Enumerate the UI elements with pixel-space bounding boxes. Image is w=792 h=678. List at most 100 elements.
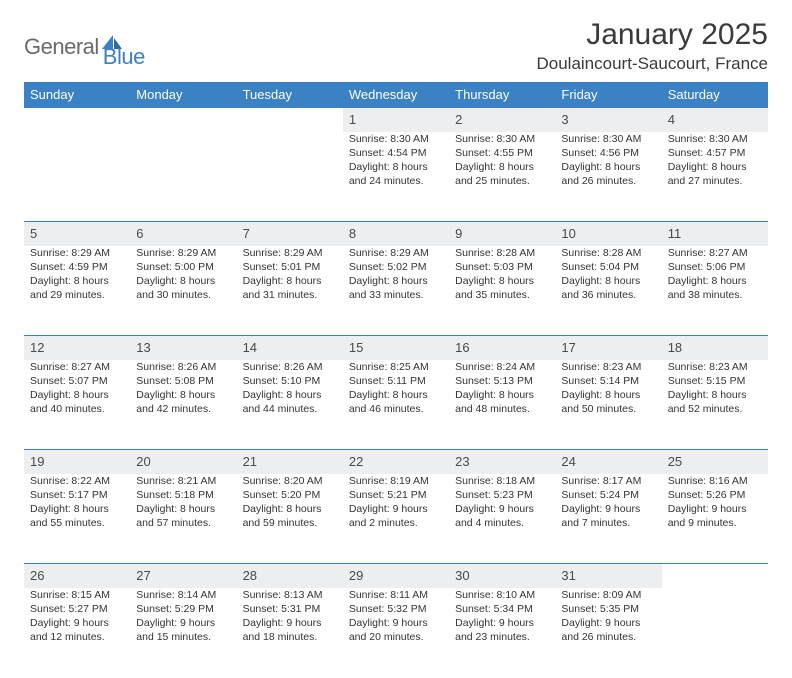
daylight-text: and 26 minutes.	[561, 630, 655, 644]
daylight-text: and 48 minutes.	[455, 402, 549, 416]
day-cell: Sunrise: 8:16 AMSunset: 5:26 PMDaylight:…	[662, 474, 768, 564]
week-row: Sunrise: 8:22 AMSunset: 5:17 PM Daylight:…	[24, 474, 768, 564]
daylight-text: Daylight: 8 hours	[561, 274, 655, 288]
sunset-text: Sunset: 5:31 PM	[243, 602, 337, 616]
day-cell: Sunrise: 8:23 AMSunset: 5:15 PMDaylight:…	[662, 360, 768, 450]
sunrise-text: Sunrise: 8:29 AM	[136, 246, 230, 260]
day-number-cell: 8	[343, 222, 449, 246]
daylight-text: Daylight: 8 hours	[136, 502, 230, 516]
daylight-text: Daylight: 9 hours	[30, 616, 124, 630]
daylight-text: and 59 minutes.	[243, 516, 337, 530]
daylight-text: Daylight: 8 hours	[30, 274, 124, 288]
title-block: January 2025 Doulaincourt-Saucourt, Fran…	[536, 18, 768, 74]
day-number-cell: 11	[662, 222, 768, 246]
day-cell: Sunrise: 8:15 AMSunset: 5:27 PMDaylight:…	[24, 588, 130, 678]
daynum-row: 567891011	[24, 222, 768, 246]
day-cell: Sunrise: 8:30 AMSunset: 4:57 PMDaylight:…	[662, 132, 768, 222]
day-number-cell	[24, 108, 130, 132]
daylight-text: and 12 minutes.	[30, 630, 124, 644]
week-row: Sunrise: 8:30 AMSunset: 4:54 PMDaylight:…	[24, 132, 768, 222]
daylight-text: and 26 minutes.	[561, 174, 655, 188]
sunset-text: Sunset: 5:24 PM	[561, 488, 655, 502]
day-number-cell	[662, 564, 768, 588]
day-number-cell: 15	[343, 336, 449, 360]
daylight-text: and 18 minutes.	[243, 630, 337, 644]
sunset-text: Sunset: 5:00 PM	[136, 260, 230, 274]
sunset-text: Sunset: 4:59 PM	[30, 260, 124, 274]
day-number-cell: 10	[555, 222, 661, 246]
sunrise-text: Sunrise: 8:30 AM	[455, 132, 549, 146]
sunrise-text: Sunrise: 8:13 AM	[243, 588, 337, 602]
daylight-text: Daylight: 9 hours	[349, 616, 443, 630]
daylight-text: and 29 minutes.	[30, 288, 124, 302]
sunset-text: Sunset: 5:23 PM	[455, 488, 549, 502]
day-cell: Sunrise: 8:21 AMSunset: 5:18 PMDaylight:…	[130, 474, 236, 564]
daylight-text: Daylight: 8 hours	[349, 274, 443, 288]
daylight-text: and 55 minutes.	[30, 516, 124, 530]
daylight-text: and 57 minutes.	[136, 516, 230, 530]
daylight-text: Daylight: 8 hours	[349, 388, 443, 402]
sunrise-text: Sunrise: 8:30 AM	[349, 132, 443, 146]
daylight-text: Daylight: 9 hours	[455, 502, 549, 516]
logo-text-general: General	[24, 34, 99, 60]
day-number-cell	[130, 108, 236, 132]
sunrise-text: Sunrise: 8:23 AM	[561, 360, 655, 374]
day-cell: Sunrise: 8:29 AMSunset: 5:00 PMDaylight:…	[130, 246, 236, 336]
sunrise-text: Sunrise: 8:10 AM	[455, 588, 549, 602]
sunrise-text: Sunrise: 8:28 AM	[455, 246, 549, 260]
day-cell: Sunrise: 8:22 AMSunset: 5:17 PMDaylight:…	[24, 474, 130, 564]
daylight-text: Daylight: 8 hours	[243, 274, 337, 288]
daylight-text: Daylight: 9 hours	[668, 502, 762, 516]
week-row: Sunrise: 8:27 AMSunset: 5:07 PMDaylight:…	[24, 360, 768, 450]
sunrise-text: Sunrise: 8:16 AM	[668, 474, 762, 488]
sunrise-text: Sunrise: 8:22 AM	[30, 474, 124, 488]
sunrise-text: Sunrise: 8:17 AM	[561, 474, 655, 488]
week-row: Sunrise: 8:29 AMSunset: 4:59 PMDaylight:…	[24, 246, 768, 336]
daylight-text: Daylight: 9 hours	[561, 616, 655, 630]
sunset-text: Sunset: 5:17 PM	[30, 488, 124, 502]
day-number-cell: 27	[130, 564, 236, 588]
daylight-text: Daylight: 8 hours	[668, 274, 762, 288]
daylight-text: and 23 minutes.	[455, 630, 549, 644]
sunrise-text: Sunrise: 8:29 AM	[349, 246, 443, 260]
daylight-text: Daylight: 8 hours	[349, 160, 443, 174]
sunset-text: Sunset: 5:02 PM	[349, 260, 443, 274]
sunset-text: Sunset: 5:04 PM	[561, 260, 655, 274]
daylight-text: and 7 minutes.	[561, 516, 655, 530]
day-number-cell: 30	[449, 564, 555, 588]
day-cell: Sunrise: 8:26 AMSunset: 5:10 PMDaylight:…	[237, 360, 343, 450]
day-number-cell: 14	[237, 336, 343, 360]
daylight-text: Daylight: 8 hours	[668, 160, 762, 174]
day-number-cell: 1	[343, 108, 449, 132]
sunset-text: Sunset: 5:34 PM	[455, 602, 549, 616]
daylight-text: Daylight: 8 hours	[136, 274, 230, 288]
sunset-text: Sunset: 5:27 PM	[30, 602, 124, 616]
day-number-cell: 22	[343, 450, 449, 474]
header: General Blue January 2025 Doulaincourt-S…	[24, 18, 768, 74]
daylight-text: and 42 minutes.	[136, 402, 230, 416]
day-number-cell: 23	[449, 450, 555, 474]
location-label: Doulaincourt-Saucourt, France	[536, 54, 768, 74]
day-number-cell: 19	[24, 450, 130, 474]
daylight-text: and 44 minutes.	[243, 402, 337, 416]
sunset-text: Sunset: 5:18 PM	[136, 488, 230, 502]
sunset-text: Sunset: 5:21 PM	[349, 488, 443, 502]
sunrise-text: Sunrise: 8:15 AM	[30, 588, 124, 602]
sunset-text: Sunset: 5:20 PM	[243, 488, 337, 502]
day-cell: Sunrise: 8:11 AMSunset: 5:32 PMDaylight:…	[343, 588, 449, 678]
daynum-row: 262728293031	[24, 564, 768, 588]
day-cell: Sunrise: 8:24 AMSunset: 5:13 PMDaylight:…	[449, 360, 555, 450]
daylight-text: and 25 minutes.	[455, 174, 549, 188]
sunset-text: Sunset: 5:10 PM	[243, 374, 337, 388]
sunrise-text: Sunrise: 8:14 AM	[136, 588, 230, 602]
day-number-cell	[237, 108, 343, 132]
sunset-text: Sunset: 5:03 PM	[455, 260, 549, 274]
day-cell: Sunrise: 8:26 AMSunset: 5:08 PMDaylight:…	[130, 360, 236, 450]
day-cell: Sunrise: 8:17 AMSunset: 5:24 PMDaylight:…	[555, 474, 661, 564]
sunset-text: Sunset: 5:35 PM	[561, 602, 655, 616]
daynum-row: 12131415161718	[24, 336, 768, 360]
day-cell: Sunrise: 8:23 AMSunset: 5:14 PMDaylight:…	[555, 360, 661, 450]
sunrise-text: Sunrise: 8:25 AM	[349, 360, 443, 374]
day-number-cell: 12	[24, 336, 130, 360]
day-cell: Sunrise: 8:09 AMSunset: 5:35 PMDaylight:…	[555, 588, 661, 678]
